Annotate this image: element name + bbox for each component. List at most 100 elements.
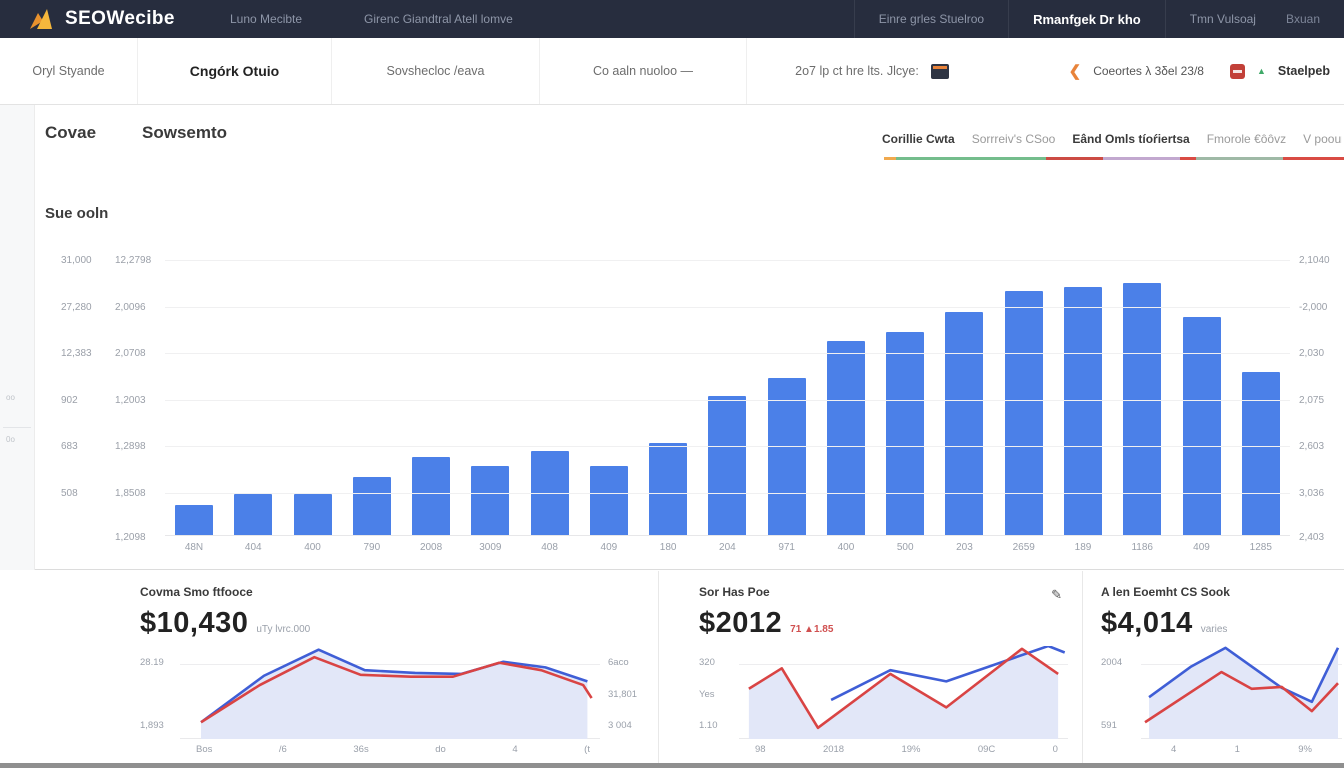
trend-up-icon: ▲: [1256, 66, 1266, 76]
bar-column[interactable]: 204: [708, 250, 747, 553]
legend-item-5[interactable]: V poour: [1303, 132, 1342, 146]
subnav-tab-3[interactable]: Sovshecloc /eava: [332, 38, 540, 104]
bar-column[interactable]: 2008: [412, 250, 451, 553]
bar-column[interactable]: 790: [352, 250, 391, 553]
gridline: [165, 353, 1290, 354]
bar[interactable]: [1004, 291, 1043, 535]
collapsed-sidebar[interactable]: oo 0o: [0, 105, 35, 570]
legend-color-segment: [1046, 157, 1103, 160]
legend-item-2[interactable]: Sorrreiv's CSoo: [971, 132, 1056, 146]
bar[interactable]: [945, 312, 984, 535]
bar[interactable]: [1241, 372, 1280, 535]
top-navigation-bar: SEOWecibe Luno Mecibte Girenc Giandtral …: [0, 0, 1344, 38]
subnav-tab-3-label: Sovshecloc /eava: [386, 64, 485, 78]
bar-column[interactable]: 180: [649, 250, 688, 553]
summary-cards-row: Covma Smo ftfooce $10,430 uTy lvrc.000 2…: [0, 571, 1344, 764]
legend-item-4[interactable]: Fmorole €ôôvz: [1206, 132, 1287, 146]
topbar-nav-item-1[interactable]: Luno Mecibte: [230, 12, 303, 26]
y-tick-label: -2,000: [1299, 302, 1328, 313]
card-3-line-chart[interactable]: [1141, 646, 1342, 739]
export-pdf-icon[interactable]: [1229, 63, 1245, 79]
y-tick-label: 12,2798: [115, 255, 152, 266]
card-1-y-axis-right: 6aco 31,801 3 004: [600, 646, 650, 739]
card-1-title: Covma Smo ftfooce: [140, 585, 253, 599]
panel-tab-2[interactable]: Sowsemto: [142, 123, 228, 142]
bar-column[interactable]: 500: [886, 250, 925, 553]
rail-mark-top: oo: [6, 393, 15, 402]
bar[interactable]: [708, 396, 747, 535]
subnav-tab-2-active[interactable]: Cngórk Otuio: [138, 38, 332, 104]
topbar-nav-item-2[interactable]: Girenc Giandtral Atell lomve: [364, 12, 513, 26]
y-tick-label: Yes: [699, 688, 715, 700]
card-1-line-chart[interactable]: [180, 646, 600, 739]
y-tick-label: 2,030: [1299, 348, 1325, 359]
bar[interactable]: [886, 332, 925, 535]
legend-color-segment: [1180, 157, 1196, 160]
legend-color-segment: [1196, 157, 1283, 160]
x-tick-label: 404: [244, 542, 262, 553]
x-tick-label: 500: [896, 542, 914, 553]
bar[interactable]: [234, 494, 273, 535]
bar-column[interactable]: 400: [826, 250, 865, 553]
panel-tab-1[interactable]: Covae: [45, 123, 97, 142]
topbar-right-item-2-active[interactable]: Rmanfgek Dr kho: [1008, 0, 1165, 38]
subnav-tab-1[interactable]: Oryl Styande: [0, 38, 138, 104]
x-tick-label: 408: [541, 542, 558, 553]
card-2-y-axis-left: 320 Yes 1.10: [699, 646, 739, 739]
compare-range-label[interactable]: Coeortes λ 3δel 23/8: [1093, 64, 1204, 78]
calendar-icon[interactable]: [930, 63, 949, 79]
bar[interactable]: [589, 466, 628, 535]
card-2-title: Sor Has Poe: [699, 585, 770, 599]
area-fill: [748, 648, 1059, 739]
subnav-tab-2-label: Cngórk Otuio: [189, 63, 280, 79]
bottom-edge-strip: [0, 763, 1344, 768]
bar[interactable]: [412, 457, 451, 535]
bar[interactable]: [1063, 287, 1102, 535]
subnav-right-group: ❮ Coeortes λ 3δel 23/8 ▲ Staelpeb: [1069, 38, 1344, 104]
x-tick-label: 36s: [353, 744, 369, 755]
legend-underline: [884, 157, 1344, 160]
bar-column[interactable]: 1285: [1241, 250, 1280, 553]
x-axis-baseline: [165, 535, 1290, 536]
topbar-right-item-3[interactable]: Tmn Vulsoaj: [1164, 0, 1280, 38]
x-tick-label: 2008: [419, 542, 443, 553]
bar-column[interactable]: 404: [234, 250, 273, 553]
date-range-selector[interactable]: 2o7 lp ct hre lts. Jlcye:: [747, 38, 997, 104]
bar[interactable]: [767, 378, 806, 535]
legend-item-1[interactable]: Corillie Cwta: [882, 132, 955, 146]
x-tick-label: 98: [755, 744, 766, 755]
x-tick-label: 204: [719, 542, 736, 553]
bar[interactable]: [1182, 317, 1221, 535]
chevron-left-icon[interactable]: ❮: [1068, 63, 1082, 80]
x-tick-label: Bos: [196, 744, 213, 755]
bar-column[interactable]: 3009: [471, 250, 510, 553]
bar-column[interactable]: 400: [293, 250, 332, 553]
bar-column[interactable]: 409: [589, 250, 628, 553]
edit-pencil-icon[interactable]: ✎: [1051, 587, 1062, 602]
y-tick-label: 3 004: [608, 720, 632, 732]
x-tick-label: 48N: [184, 542, 204, 553]
card-2-line-chart[interactable]: [739, 646, 1068, 739]
card-1-x-axis: Bos/6 36s do 4 (t: [140, 739, 650, 755]
bar-column[interactable]: 203: [945, 250, 984, 553]
topbar-right-item-4[interactable]: Bxuan: [1285, 12, 1320, 26]
status-label[interactable]: Staelpeb: [1277, 64, 1330, 78]
bar[interactable]: [826, 341, 865, 535]
legend-item-3[interactable]: Eând Omls tíoŕiertsa: [1072, 132, 1190, 146]
bar-column[interactable]: 48N: [175, 250, 213, 553]
x-tick-label: /6: [278, 744, 287, 755]
subnav-tab-4[interactable]: Co aaln nuoloo —: [540, 38, 747, 104]
bar[interactable]: [649, 443, 688, 535]
brand[interactable]: SEOWecibe: [0, 0, 202, 38]
topbar-right-item-1[interactable]: Einre grles Stuelroo: [853, 0, 1008, 38]
bar[interactable]: [1123, 283, 1162, 535]
bar-column[interactable]: 971: [767, 250, 806, 553]
bar[interactable]: [471, 466, 510, 535]
bar[interactable]: [352, 477, 391, 535]
bar[interactable]: [293, 494, 332, 535]
bar-column[interactable]: 2659: [1004, 250, 1043, 553]
legend-color-segment: [1103, 157, 1180, 160]
bar[interactable]: [175, 505, 213, 535]
x-tick-label: 4: [1171, 744, 1177, 755]
card-3-note: varies: [1200, 624, 1228, 635]
